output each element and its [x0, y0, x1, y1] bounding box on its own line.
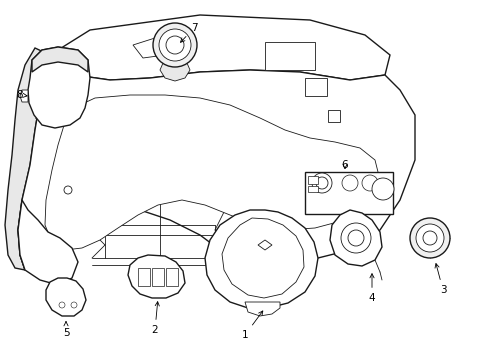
Text: 8: 8	[17, 90, 27, 100]
Text: 4: 4	[368, 274, 375, 303]
Circle shape	[165, 36, 183, 54]
Polygon shape	[204, 210, 317, 308]
Text: 5: 5	[62, 322, 69, 338]
Circle shape	[311, 173, 331, 193]
Text: 6: 6	[341, 160, 347, 170]
Circle shape	[341, 175, 357, 191]
Circle shape	[22, 93, 28, 99]
Circle shape	[153, 23, 197, 67]
Circle shape	[361, 175, 377, 191]
Text: 3: 3	[434, 264, 446, 295]
Polygon shape	[20, 90, 28, 102]
FancyBboxPatch shape	[327, 110, 339, 122]
FancyBboxPatch shape	[138, 268, 150, 286]
FancyBboxPatch shape	[264, 42, 314, 70]
Circle shape	[409, 218, 449, 258]
Polygon shape	[50, 15, 389, 80]
Circle shape	[59, 302, 65, 308]
Polygon shape	[46, 278, 86, 316]
Text: 1: 1	[241, 311, 262, 340]
Circle shape	[71, 302, 77, 308]
Text: 7: 7	[180, 23, 197, 42]
Polygon shape	[160, 63, 190, 81]
Polygon shape	[258, 240, 271, 250]
FancyBboxPatch shape	[152, 268, 163, 286]
FancyBboxPatch shape	[307, 176, 317, 184]
Circle shape	[315, 177, 327, 189]
Text: 2: 2	[151, 302, 159, 335]
Polygon shape	[45, 95, 379, 250]
Circle shape	[415, 224, 443, 252]
FancyBboxPatch shape	[305, 172, 392, 214]
Polygon shape	[28, 47, 90, 128]
Polygon shape	[18, 200, 78, 285]
Circle shape	[347, 230, 363, 246]
FancyBboxPatch shape	[165, 268, 178, 286]
Circle shape	[340, 223, 370, 253]
FancyBboxPatch shape	[305, 78, 326, 96]
Polygon shape	[128, 255, 184, 298]
Circle shape	[422, 231, 436, 245]
FancyBboxPatch shape	[307, 186, 317, 192]
Polygon shape	[329, 210, 381, 266]
Polygon shape	[18, 68, 414, 270]
Circle shape	[371, 178, 393, 200]
Circle shape	[159, 29, 191, 61]
Polygon shape	[32, 47, 88, 72]
Polygon shape	[133, 38, 175, 58]
Polygon shape	[244, 302, 280, 316]
Polygon shape	[5, 48, 50, 270]
Polygon shape	[222, 218, 304, 298]
Circle shape	[64, 186, 72, 194]
